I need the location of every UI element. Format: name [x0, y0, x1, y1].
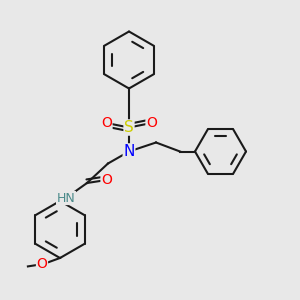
Text: O: O — [101, 173, 112, 187]
Text: O: O — [37, 257, 47, 271]
Text: O: O — [146, 116, 157, 130]
Text: O: O — [101, 116, 112, 130]
Text: S: S — [124, 120, 134, 135]
Text: HN: HN — [57, 191, 75, 205]
Text: N: N — [123, 144, 135, 159]
